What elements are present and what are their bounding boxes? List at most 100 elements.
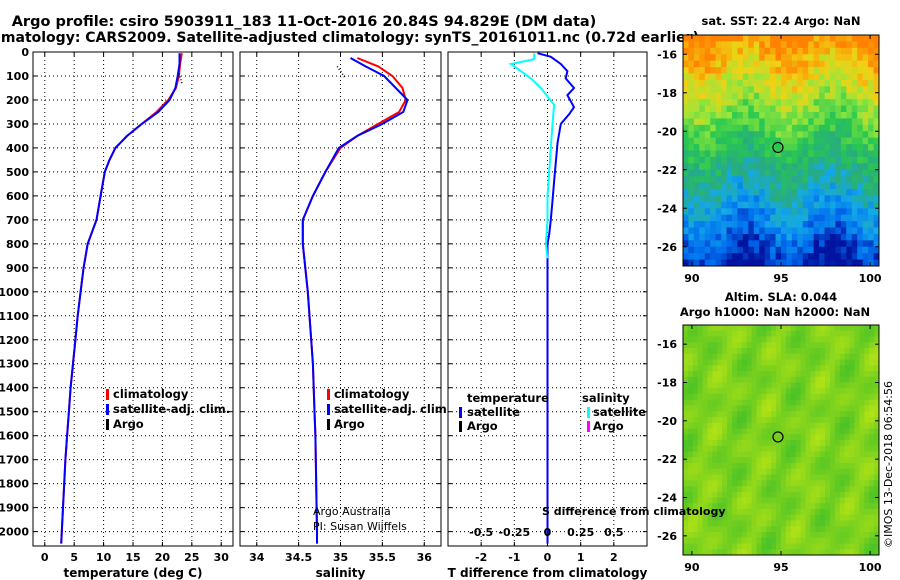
map-cell	[800, 353, 806, 360]
map-cell	[868, 233, 875, 241]
map-cell	[693, 156, 700, 164]
map-cell	[820, 520, 826, 527]
map-cell	[687, 365, 694, 372]
map-cell	[712, 434, 718, 441]
map-cell	[688, 201, 695, 209]
map-cell	[802, 233, 809, 241]
map-cell	[741, 526, 748, 533]
map-cell	[800, 468, 806, 475]
map-cell	[869, 359, 875, 366]
map-cell	[697, 405, 704, 412]
map-cell	[824, 221, 831, 228]
map-cell	[802, 201, 809, 209]
map-cell	[707, 336, 713, 343]
map-cell	[820, 537, 826, 544]
map-cell	[746, 411, 753, 418]
map-cell	[825, 405, 831, 412]
map-cell	[851, 112, 858, 119]
map-cell	[775, 246, 782, 254]
map-cell	[868, 182, 875, 190]
map-cell	[805, 399, 811, 406]
map-cell	[766, 348, 772, 355]
map-cell	[726, 35, 733, 42]
map-cell	[819, 144, 826, 151]
map-cell	[766, 549, 772, 556]
map-cell	[786, 240, 793, 248]
map-cell	[759, 259, 766, 267]
map-cell	[790, 353, 797, 360]
map-cell	[820, 359, 826, 366]
map-cell	[785, 543, 792, 550]
map-cell	[775, 233, 782, 241]
map-subtitle: Argo h1000: NaN h2000: NaN	[680, 305, 870, 319]
map-cell	[699, 221, 706, 228]
map-cell	[790, 491, 797, 498]
map-cell	[751, 353, 757, 360]
map-cell	[727, 434, 733, 441]
map-cell	[683, 214, 689, 222]
map-cell	[797, 137, 804, 145]
map-cell	[813, 35, 820, 42]
map-cell	[742, 124, 749, 132]
map-cell	[722, 388, 728, 395]
map-cell	[761, 474, 767, 481]
map-cell	[820, 353, 826, 360]
map-cell	[717, 417, 723, 424]
map-cell	[797, 176, 804, 184]
map-cell	[869, 514, 875, 521]
map-cell	[864, 428, 870, 435]
map-cell	[800, 440, 806, 447]
map-cell	[873, 233, 880, 241]
map-cell	[786, 253, 793, 261]
map-cell	[741, 359, 748, 366]
map-cell	[868, 156, 875, 164]
map-cell	[710, 79, 717, 87]
map-cell	[717, 336, 723, 343]
map-cell	[746, 348, 753, 355]
map-cell	[824, 189, 831, 196]
map-cell	[712, 543, 718, 550]
map-cell	[800, 537, 806, 544]
map-cell	[868, 131, 875, 139]
map-cell	[862, 67, 869, 74]
map-cell	[810, 503, 816, 510]
map-cell	[781, 509, 787, 516]
map-cell	[835, 246, 842, 254]
map-cell	[815, 509, 821, 516]
map-cell	[721, 41, 728, 49]
map-cell	[759, 60, 766, 68]
map-cell	[830, 79, 836, 87]
map-cell	[815, 365, 821, 372]
map-cell	[761, 371, 767, 378]
map-cell	[770, 112, 777, 119]
map-cell	[717, 509, 723, 516]
map-cell	[864, 468, 870, 475]
legend-swatch	[106, 404, 109, 415]
map-cell	[726, 195, 733, 203]
map-cell	[759, 240, 766, 248]
map-cell	[820, 365, 826, 372]
map-cell	[791, 54, 798, 62]
map-cell	[736, 543, 743, 550]
map-cell	[795, 342, 802, 349]
map-cell	[830, 86, 836, 94]
map-cell	[707, 394, 713, 401]
map-cell	[741, 365, 748, 372]
map-cell	[687, 359, 694, 366]
map-cell	[722, 532, 728, 539]
map-cell	[824, 35, 831, 42]
map-cell	[748, 47, 755, 55]
map-cell	[785, 365, 792, 372]
map-cell	[704, 189, 711, 196]
map-cell	[736, 440, 743, 447]
credit-line-2: PI: Susan Wijffels	[313, 520, 407, 533]
map-cell	[770, 67, 777, 74]
map-cell	[846, 79, 853, 87]
map-cell	[737, 92, 744, 100]
legend-swatch	[587, 421, 590, 432]
map-cell	[702, 330, 708, 337]
map-cell	[697, 468, 704, 475]
map-cell	[810, 399, 816, 406]
map-cell	[742, 137, 749, 145]
map-cell	[683, 150, 689, 158]
